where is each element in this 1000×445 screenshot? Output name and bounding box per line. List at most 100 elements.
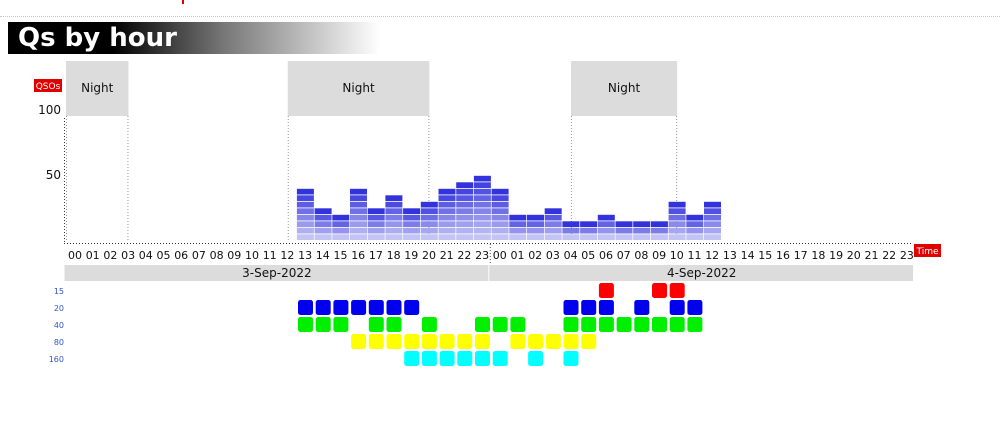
- x-tick-label-24: 00: [493, 249, 507, 262]
- bar-segment: [332, 221, 350, 227]
- y-axis-tag: QSOs: [36, 82, 61, 92]
- bar-14: [314, 208, 332, 240]
- bar-segment: [296, 214, 314, 221]
- bar-segment: [580, 227, 598, 234]
- bar-segment: [420, 234, 438, 240]
- date-label-1: 4-Sep-2022: [667, 266, 736, 280]
- bar-segment: [686, 227, 704, 234]
- x-axis-tag-bg: [914, 244, 941, 257]
- x-tick-label-10: 10: [245, 249, 259, 262]
- bar-segment: [332, 214, 350, 221]
- bar-segment: [473, 234, 491, 240]
- x-tick-label-35: 11: [688, 249, 702, 262]
- band-cell-40-32: [634, 317, 650, 332]
- night-band-1: [287, 61, 430, 116]
- bar-26: [527, 214, 544, 240]
- x-tick-label-43: 19: [829, 249, 843, 262]
- bar-segment: [473, 208, 491, 214]
- x-tick-label-26: 02: [528, 249, 542, 262]
- bar-segment: [350, 208, 367, 214]
- bar-25: [509, 214, 527, 240]
- band-cell-40-34: [669, 317, 685, 332]
- bar-segment: [456, 201, 474, 208]
- date-label-0: 3-Sep-2022: [242, 266, 311, 280]
- bar-segment: [544, 214, 562, 221]
- bar-segment: [367, 234, 385, 240]
- band-label-80: 80: [54, 338, 64, 347]
- x-tick-label-13: 13: [298, 249, 312, 262]
- bar-segment: [438, 227, 456, 234]
- bar-segment: [296, 227, 314, 234]
- x-tick-label-30: 06: [599, 249, 613, 262]
- band-cell-160-23: [475, 351, 490, 366]
- bar-segment: [668, 208, 686, 214]
- x-tick-label-39: 15: [758, 249, 772, 262]
- date-bar-1: [489, 265, 914, 281]
- bar-segment: [420, 208, 438, 214]
- bar-segment: [668, 201, 686, 208]
- band-cell-160-22: [457, 351, 473, 366]
- band-cell-160-19: [404, 351, 420, 366]
- bar-segment: [438, 214, 456, 221]
- bar-28: [562, 221, 580, 240]
- bar-segment: [456, 214, 474, 221]
- bar-segment: [704, 221, 721, 227]
- top-dotted-line: [0, 16, 1000, 17]
- band-cell-80-21: [439, 334, 455, 349]
- band-cell-40-30: [598, 317, 614, 332]
- band-cell-20-17: [368, 300, 384, 315]
- x-tick-label-46: 22: [882, 249, 896, 262]
- bar-13: [296, 188, 314, 240]
- bar-segment: [473, 175, 491, 182]
- bar-segment: [456, 234, 474, 240]
- band-cell-80-18: [386, 334, 402, 349]
- bar-segment: [686, 234, 704, 240]
- x-tick-label-33: 09: [652, 249, 666, 262]
- night-label-0: Night: [81, 81, 114, 95]
- band-cell-20-30: [598, 300, 614, 315]
- band-cell-40-31: [616, 317, 632, 332]
- x-tick-label-15: 15: [334, 249, 348, 262]
- bar-segment: [562, 234, 580, 240]
- x-tick-label-11: 11: [263, 249, 277, 262]
- night-band-2: [570, 61, 678, 116]
- bar-segment: [527, 234, 544, 240]
- x-tick-label-20: 20: [422, 249, 436, 262]
- band-cell-40-28: [563, 317, 579, 332]
- bar-segment: [332, 234, 350, 240]
- x-tick-label-17: 17: [369, 249, 383, 262]
- band-label-40: 40: [54, 321, 64, 330]
- bar-segment: [615, 234, 633, 240]
- bar-segment: [491, 195, 509, 201]
- x-tick-label-44: 20: [847, 249, 861, 262]
- bar-34: [668, 201, 686, 240]
- bar-segment: [473, 188, 491, 195]
- bar-segment: [420, 201, 438, 208]
- bar-segment: [350, 201, 367, 208]
- bar-segment: [403, 208, 421, 214]
- band-cell-80-26: [528, 334, 544, 349]
- bar-segment: [509, 221, 527, 227]
- bar-segment: [491, 201, 509, 208]
- bar-segment: [704, 201, 721, 208]
- band-cell-80-29: [581, 334, 597, 349]
- band-cell-20-35: [687, 300, 703, 315]
- bar-segment: [350, 234, 367, 240]
- bar-segment: [686, 221, 704, 227]
- bar-segment: [438, 195, 456, 201]
- x-tick-label-31: 07: [617, 249, 631, 262]
- x-tick-label-12: 12: [280, 249, 294, 262]
- bar-segment: [385, 201, 403, 208]
- band-cell-20-16: [351, 300, 367, 315]
- bar-segment: [473, 195, 491, 201]
- band-cell-20-34: [669, 300, 685, 315]
- x-tick-label-34: 10: [670, 249, 684, 262]
- band-cell-20-32: [634, 300, 650, 315]
- x-tick-label-41: 17: [794, 249, 808, 262]
- band-cell-80-16: [351, 334, 367, 349]
- band-cell-20-15: [333, 300, 349, 315]
- bar-segment: [332, 227, 350, 234]
- band-cell-80-25: [510, 334, 526, 349]
- band-cell-80-23: [475, 334, 490, 349]
- band-cell-160-26: [528, 351, 544, 366]
